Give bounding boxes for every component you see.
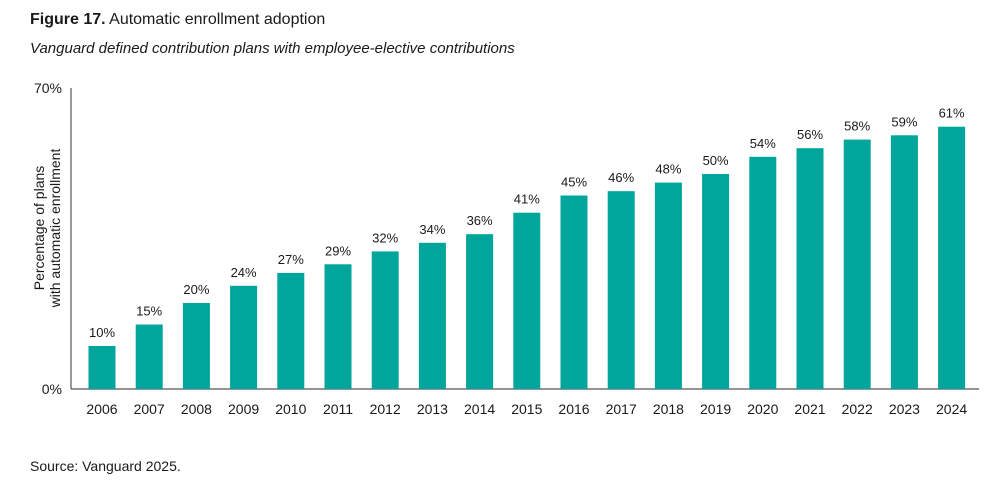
x-tick-label: 2015 [511,401,542,417]
x-tick-label: 2010 [275,401,306,417]
bar [88,346,116,389]
bar [607,191,635,389]
bar-value-label: 56% [797,127,823,142]
bar [230,285,258,389]
x-tick-label: 2024 [936,401,967,417]
bar-value-label: 59% [891,114,917,129]
bar-value-label: 27% [278,252,304,267]
x-tick-label: 2011 [323,401,353,417]
x-tick-label: 2009 [228,401,259,417]
bar-value-label: 46% [608,170,634,185]
bar-value-label: 34% [419,222,445,237]
bar [324,264,352,389]
source-note: Source: Vanguard 2025. [30,458,181,474]
bar [796,148,824,389]
bar-value-label: 20% [183,282,209,297]
figure-title: Automatic enrollment adoption [109,11,326,28]
figure-number: Figure 17. [30,11,106,28]
bar [749,156,777,389]
x-tick-label: 2016 [558,401,589,417]
bar [371,251,399,389]
bar [938,126,966,389]
x-tick-label: 2017 [606,401,637,417]
bar-value-label: 15% [136,304,162,319]
bar-chart: 0% 70% Percentage of planswith automatic e… [31,80,980,417]
y-axis-label: Percentage of planswith automatic enroll… [31,149,63,309]
bar-value-label: 48% [655,162,681,177]
bar-value-label: 24% [231,265,257,280]
bar-value-label: 10% [89,325,115,340]
y-axis-label-line: with automatic enrollment [47,149,63,309]
y-axis-label-line: Percentage of plans [31,166,47,291]
bar [277,272,305,389]
bar-value-label: 50% [703,153,729,168]
bar-value-label: 36% [467,213,493,228]
x-tick-label: 2014 [464,401,495,417]
bar-value-label: 58% [844,119,870,134]
x-tick-label: 2020 [747,401,778,417]
bar [135,324,163,389]
x-tick-label: 2022 [842,401,873,417]
bar [560,195,588,389]
x-tick-label: 2008 [181,401,212,417]
bar [513,212,541,389]
x-tick-label: 2012 [370,401,401,417]
x-tick-label: 2019 [700,401,731,417]
x-tick-label: 2023 [889,401,920,417]
bar-value-label: 32% [372,230,398,245]
bar-value-label: 29% [325,243,351,258]
y-tick-label: 0% [42,381,62,397]
x-tick-label: 2013 [417,401,448,417]
bar-value-label: 54% [750,136,776,151]
chart-subtitle: Vanguard defined contribution plans with… [30,40,515,57]
chart-title: Figure 17. Automatic enrollment adoption [30,9,325,31]
bar [654,182,682,389]
y-tick-label: 70% [34,80,62,96]
bar [890,135,918,389]
x-tick-label: 2021 [794,401,825,417]
bar-value-label: 45% [561,175,587,190]
bar [182,303,210,389]
bar [466,234,494,389]
bar-value-label: 61% [939,106,965,121]
x-tick-label: 2006 [86,401,117,417]
bar-value-label: 41% [514,192,540,207]
bar [418,242,446,389]
bar [843,139,871,389]
x-tick-label: 2007 [134,401,165,417]
bar [702,174,730,389]
x-tick-label: 2018 [653,401,684,417]
